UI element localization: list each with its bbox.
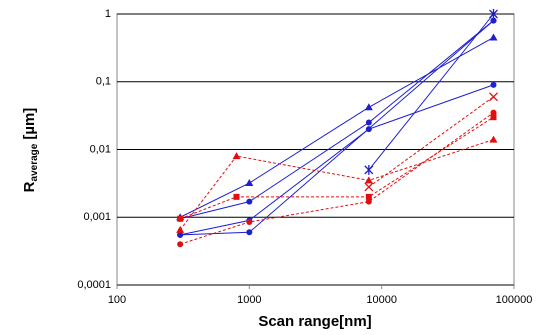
marker [177,231,184,238]
marker [176,225,185,233]
marker [364,182,374,192]
marker [489,9,498,19]
x-tick-label: 100000 [496,294,533,306]
series-line [179,37,494,218]
marker [364,164,374,175]
y-tick-label: 0,001 [83,211,111,223]
marker [246,198,253,205]
marker [489,135,498,143]
series-line [179,112,494,245]
marker [246,229,253,236]
x-tick-label: 10000 [366,294,397,306]
y-label-main: R [21,181,38,192]
series-line [179,139,494,231]
marker [489,33,498,41]
marker [365,193,372,200]
y-label-unit: [µm] [21,108,38,140]
series-line [180,84,494,236]
marker [364,103,373,111]
x-tick-label: 100 [108,294,126,306]
marker [246,219,253,226]
marker [490,81,497,88]
series-line [368,96,494,188]
marker [177,241,184,248]
series-line [368,13,494,171]
y-label-sub: average [29,143,40,181]
marker [365,119,372,126]
x-tick-label: 1000 [237,294,261,306]
marker [177,215,184,222]
y-tick-label: 1 [105,8,111,20]
marker [364,176,373,184]
marker [490,109,497,116]
marker [490,114,497,121]
marker [232,152,241,160]
marker [233,193,240,200]
y-tick-label: 0,0001 [77,279,111,291]
y-tick-label: 0,01 [90,143,111,155]
y-tick-label: 0,1 [96,76,111,88]
marker [245,179,254,187]
marker [490,17,497,24]
y-axis-label: Raverage [µm] [21,108,40,193]
marker [365,198,372,205]
x-axis-label: Scan range[nm] [258,313,371,330]
marker [489,92,498,102]
series-line [180,20,494,220]
